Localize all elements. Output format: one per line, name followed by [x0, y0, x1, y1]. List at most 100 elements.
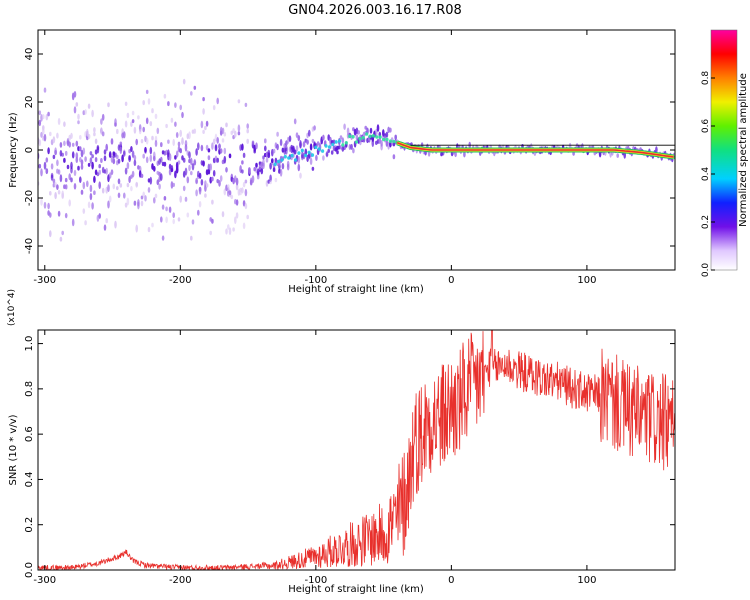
spectrogram-speckle [87, 103, 91, 109]
spectrogram-highlight [327, 145, 331, 149]
spectrogram-speckle [198, 172, 202, 179]
snr-x-tick-label: 100 [577, 575, 596, 586]
spectrogram-speckle [108, 172, 112, 179]
spectrogram-speckle [38, 139, 42, 147]
spectrogram-speckle [71, 142, 75, 147]
spectrogram-speckle [219, 175, 223, 182]
spectrogram-speckle [140, 173, 144, 178]
spectrogram-speckle [43, 133, 47, 142]
spectrogram-speckle [135, 181, 138, 188]
spectrogram-speckle [108, 195, 112, 203]
spectrogram-speckle [50, 163, 54, 170]
spectrogram-speckle [68, 199, 71, 207]
spectrogram-speckle [94, 138, 98, 145]
figure-title: GN04.2026.003.16.17.R08 [288, 3, 462, 18]
spectrogram-speckle [57, 117, 61, 126]
spectrogram-speckle [80, 159, 84, 166]
spectrogram-speckle [84, 220, 87, 226]
spectrogram-speckle [190, 91, 193, 96]
spectrogram-highlight [375, 135, 379, 139]
spectrogram-speckle [228, 153, 232, 159]
spectrogram-speckle [108, 152, 112, 158]
spectrogram-speckle [160, 216, 163, 223]
spectrogram-speckle [186, 212, 190, 218]
spectrogram-highlight [354, 140, 359, 144]
spectrogram-speckle [160, 173, 163, 181]
colorbar-tick-label: 0.6 [701, 119, 711, 134]
spectrogram-speckle [230, 194, 234, 200]
snr-x-tick-label: 0 [448, 575, 454, 586]
spectrogram-speckle [184, 196, 188, 202]
snr-x-tick-label: -200 [169, 575, 192, 586]
spectrogram-speckle [235, 199, 239, 206]
spectrogram-speckle [281, 163, 285, 170]
spectrogram-speckle [71, 218, 75, 227]
spectrogram-x-tick-label: 0 [448, 275, 454, 286]
spectrogram-speckle [89, 157, 93, 164]
spectrogram-speckle [86, 128, 89, 137]
spectrogram-speckle [216, 137, 219, 144]
spectrogram-speckle [302, 141, 306, 148]
snr-y-tick-label: 0.2 [24, 517, 35, 533]
spectrogram-highlight [348, 134, 352, 138]
spectrogram-speckle [256, 174, 260, 180]
spectrogram-speckle [276, 143, 279, 151]
spectrogram-speckle [293, 118, 297, 125]
spectrogram-speckle [57, 169, 61, 175]
spectrogram-speckle [295, 145, 299, 152]
spectrogram-speckle [241, 169, 244, 174]
spectrogram-highlight [321, 149, 325, 153]
spectrogram-speckle [124, 101, 128, 107]
spectrogram-speckle [91, 109, 94, 118]
spectrogram-speckle [98, 181, 101, 189]
spectrogram-speckle [177, 160, 181, 165]
spectrogram-highlight [365, 132, 369, 136]
spectrogram-speckle [264, 138, 267, 144]
spectrogram-speckle [251, 140, 255, 145]
spectrogram-speckle [190, 235, 193, 241]
spectrogram-speckle [160, 142, 163, 148]
spectrogram-speckle [325, 152, 329, 157]
spectrogram-highlight [382, 137, 386, 142]
spectrogram-speckle [179, 195, 182, 203]
spectrogram-speckle [200, 179, 204, 186]
spectrogram-speckle [279, 138, 283, 147]
spectrogram-speckle [71, 151, 75, 159]
spectrogram-speckle [175, 132, 179, 138]
spectrogram-speckle [165, 206, 168, 212]
spectrogram-speckle [82, 208, 86, 214]
spectrogram-speckle [172, 182, 175, 187]
spectrogram-speckle [59, 174, 63, 183]
spectrogram-speckle [392, 154, 396, 160]
spectrogram-speckle [52, 154, 56, 160]
spectrogram-speckle [214, 144, 218, 152]
spectrogram-speckle [87, 134, 91, 139]
spectrogram-speckle [100, 158, 103, 163]
spectrogram-speckle [49, 131, 52, 137]
spectrogram-speckle [126, 162, 130, 170]
spectrogram-speckle [119, 146, 123, 155]
spectrogram-speckle [79, 176, 82, 183]
spectrogram-speckle [308, 129, 311, 137]
spectrogram-highlight [317, 147, 321, 151]
spectrogram-speckle [82, 147, 86, 155]
spectrogram-speckle [232, 128, 235, 134]
spectrogram-speckle [167, 101, 170, 107]
spectrogram-speckle [105, 167, 108, 175]
snr-y-tick-label: 0.8 [24, 381, 35, 397]
spectrogram-speckle [225, 167, 228, 173]
spectrogram-speckle [153, 165, 156, 172]
spectrogram-speckle [154, 140, 158, 147]
spectrogram-speckle [195, 177, 198, 184]
spectrogram-speckle [61, 193, 64, 200]
spectrogram-speckle [234, 216, 237, 224]
colorbar-tick-label: 0.2 [701, 215, 711, 229]
spectrogram-speckle [142, 100, 145, 106]
spectrogram-speckle [70, 177, 73, 183]
spectrogram-speckle [131, 110, 135, 116]
spectrogram-speckle [91, 161, 94, 170]
spectrogram-speckle [49, 191, 52, 196]
spectrogram-speckle [145, 137, 149, 145]
spectrogram-speckle [175, 165, 179, 174]
spectrogram-y-ticks: -40 -20 0 20 40 [24, 48, 675, 254]
